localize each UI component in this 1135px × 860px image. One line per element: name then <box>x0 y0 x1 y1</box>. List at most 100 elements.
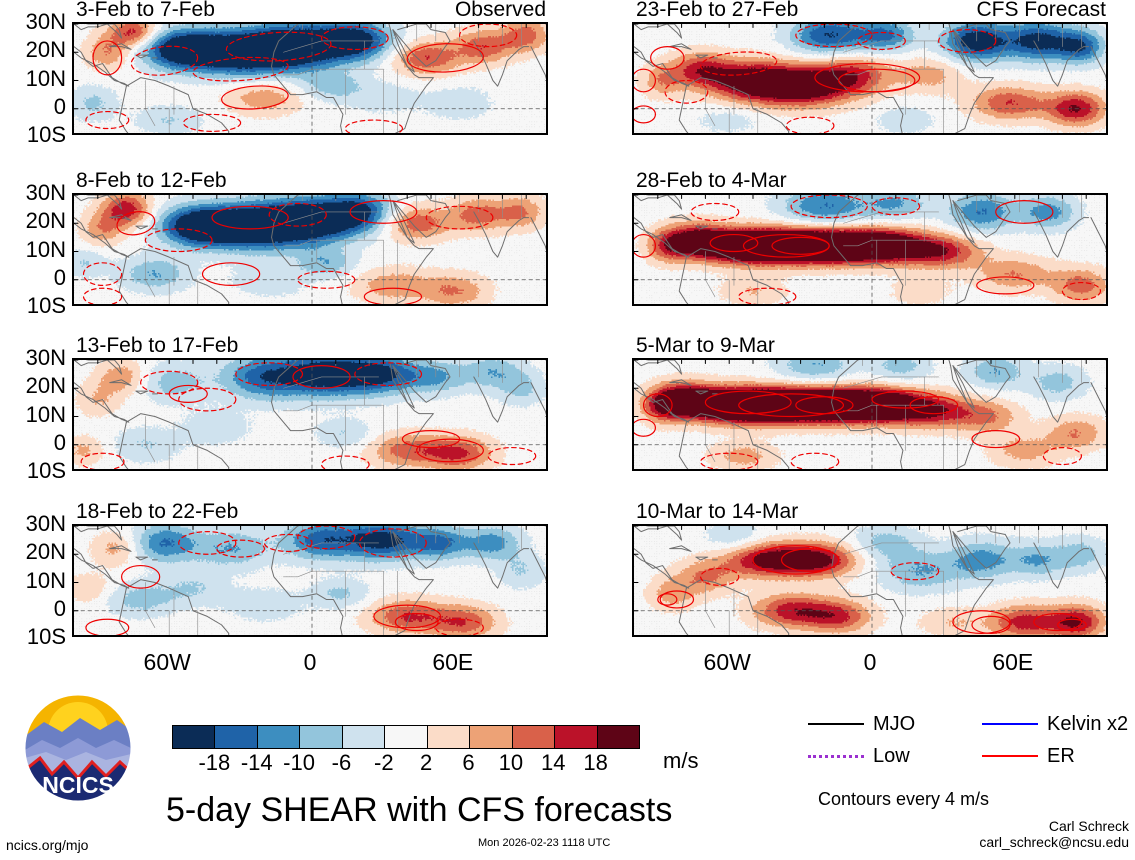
y-axis-tick-label: 10S <box>26 122 66 147</box>
map-panel: 5-Mar to 9-Mar <box>632 335 1108 471</box>
colorbar-tick-label: 6 <box>462 750 475 775</box>
x-axis-tick-label: 60E <box>432 649 474 675</box>
panel-grid: 3-Feb to 7-Feb Observed 30N 20N 10N 0 10S 8-Feb… <box>25 0 1108 674</box>
map-panel: 23-Feb to 27-Feb CFS Forecast <box>632 0 1108 135</box>
y-axis-tick-label: 10N <box>25 567 66 593</box>
colorbar-tick-labels: -18 -14 -10 -6 -2 2 6 10 14 18 <box>172 752 638 776</box>
colorbar-segment <box>469 726 512 748</box>
x-axis-tick-label: 60E <box>992 649 1034 675</box>
map-panel: 28-Feb to 4-Mar <box>632 170 1108 306</box>
colorbar-segment <box>511 726 555 748</box>
kelvin-line-icon <box>982 723 1038 725</box>
y-axis-tick-label: 30N <box>25 345 66 370</box>
colorbar-tick-label: 18 <box>583 750 608 775</box>
y-axis-tick-label: 30N <box>25 9 66 34</box>
x-axis-tick-label: 60W <box>703 649 751 675</box>
panel-title: 5-Mar to 9-Mar <box>636 334 775 357</box>
panel-title: 13-Feb to 17-Feb <box>76 334 239 357</box>
shear-anomaly-field <box>634 24 1106 133</box>
colorbar-segment <box>214 726 257 748</box>
contour-interval-note: Contours every 4 m/s <box>818 789 990 809</box>
site-url-label[interactable]: ncics.org/mjo <box>6 837 89 853</box>
shear-anomaly-field <box>634 360 1106 469</box>
map-panel: 18-Feb to 22-Feb 30N 20N 10N 0 10S 60W 0 60E <box>26 501 548 674</box>
map-frame <box>632 22 1108 135</box>
map-panel: 8-Feb to 12-Feb 30N 20N 10N 0 10S <box>26 170 548 317</box>
y-axis-tick-label: 20N <box>25 373 66 399</box>
y-axis-tick-label: 30N <box>25 180 66 205</box>
colorbar-tick-label: -10 <box>283 750 315 775</box>
column-header-observed: Observed <box>454 0 546 21</box>
panel-title: 18-Feb to 22-Feb <box>76 500 239 523</box>
panel-title: 8-Feb to 12-Feb <box>76 169 227 192</box>
y-axis-tick-label: 20N <box>25 208 66 234</box>
map-panel: 10-Mar to 14-Mar 60W 0 60E <box>632 501 1108 674</box>
map-panel: 13-Feb to 17-Feb 30N 20N 10N 0 10S <box>26 335 548 482</box>
author-email[interactable]: carl_schreck@ncsu.edu <box>979 834 1129 850</box>
shear-anomaly-field <box>74 526 546 635</box>
logo-text: NCICS <box>42 772 114 798</box>
colorbar-units-label: m/s <box>663 748 699 773</box>
shear-anomaly-field <box>74 195 546 304</box>
map-frame <box>72 524 548 637</box>
y-axis-tick-label: 10N <box>25 65 66 91</box>
author-credit: Carl Schreck carl_schreck@ncsu.edu <box>979 818 1129 850</box>
shear-anomaly-field <box>634 526 1106 635</box>
er-line-icon <box>982 755 1038 757</box>
generation-timestamp: Mon 2026-02-23 1118 UTC <box>478 837 611 849</box>
map-frame <box>632 193 1108 306</box>
y-axis-tick-label: 10S <box>26 624 66 649</box>
colorbar-segment <box>554 726 597 748</box>
contour-legend: MJO Kelvin x2 Low ER <box>806 708 1135 778</box>
map-frame <box>72 22 548 135</box>
legend-item-er: ER <box>982 746 1075 766</box>
legend-item-kelvin: Kelvin x2 <box>982 714 1128 734</box>
y-axis-tick-label: 0 <box>53 429 66 455</box>
y-axis-tick-label: 10N <box>25 401 66 427</box>
legend-label-mjo: MJO <box>873 713 916 735</box>
column-header-forecast: CFS Forecast <box>976 0 1106 21</box>
map-frame <box>632 358 1108 471</box>
panel-title: 28-Feb to 4-Mar <box>636 169 787 192</box>
legend-item-low: Low <box>808 746 910 766</box>
map-frame <box>72 193 548 306</box>
ncics-logo: NCICS <box>22 692 134 804</box>
colorbar-segment <box>256 726 300 748</box>
legend-label-er: ER <box>1047 745 1075 767</box>
legend-label-low: Low <box>873 745 910 767</box>
panel-title: 23-Feb to 27-Feb <box>636 0 799 21</box>
colorbar-segment <box>341 726 385 748</box>
colorbar-segment <box>596 726 639 748</box>
colorbar-tick-label: -18 <box>198 750 231 775</box>
y-axis-tick-label: 20N <box>25 37 66 63</box>
shear-anomaly-field <box>74 360 546 469</box>
colorbar-tick-label: -2 <box>374 750 394 775</box>
colorbar-tick-label: -14 <box>240 750 273 775</box>
figure-main-title: 5-day SHEAR with CFS forecasts <box>166 791 673 829</box>
map-frame <box>632 524 1108 637</box>
colorbar-tick-label: 2 <box>420 750 433 775</box>
map-frame <box>72 358 548 471</box>
mjo-line-icon <box>808 723 864 725</box>
legend-item-mjo: MJO <box>808 714 915 734</box>
x-axis-tick-label: 0 <box>863 649 877 675</box>
colorbar-tick-label: 14 <box>541 750 566 775</box>
colorbar-tick-label: 10 <box>498 750 524 775</box>
y-axis-tick-label: 10N <box>25 236 66 262</box>
y-axis-tick-label: 10S <box>26 293 66 318</box>
x-axis-tick-label: 60W <box>143 649 191 675</box>
colorbar-tick-label: -6 <box>331 750 352 775</box>
colorbar-strip <box>172 725 640 749</box>
colorbar-segment <box>173 726 215 748</box>
legend-label-kelvin: Kelvin x2 <box>1047 713 1129 735</box>
y-axis-tick-label: 0 <box>53 264 66 290</box>
colorbar-segment <box>384 726 427 748</box>
shear-anomaly-field <box>634 195 1106 304</box>
panel-title: 3-Feb to 7-Feb <box>76 0 215 21</box>
x-axis-tick-label: 0 <box>303 649 317 675</box>
y-axis-tick-label: 30N <box>25 511 66 536</box>
y-axis-tick-label: 0 <box>53 595 66 621</box>
y-axis-tick-label: 0 <box>53 93 66 119</box>
colorbar-segment <box>426 726 470 748</box>
y-axis-tick-label: 10S <box>26 458 66 483</box>
